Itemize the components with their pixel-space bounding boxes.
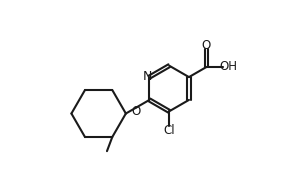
Text: OH: OH: [219, 61, 237, 73]
Text: O: O: [202, 39, 211, 52]
Text: N: N: [143, 70, 152, 83]
Text: O: O: [132, 105, 141, 118]
Text: Cl: Cl: [163, 124, 175, 137]
